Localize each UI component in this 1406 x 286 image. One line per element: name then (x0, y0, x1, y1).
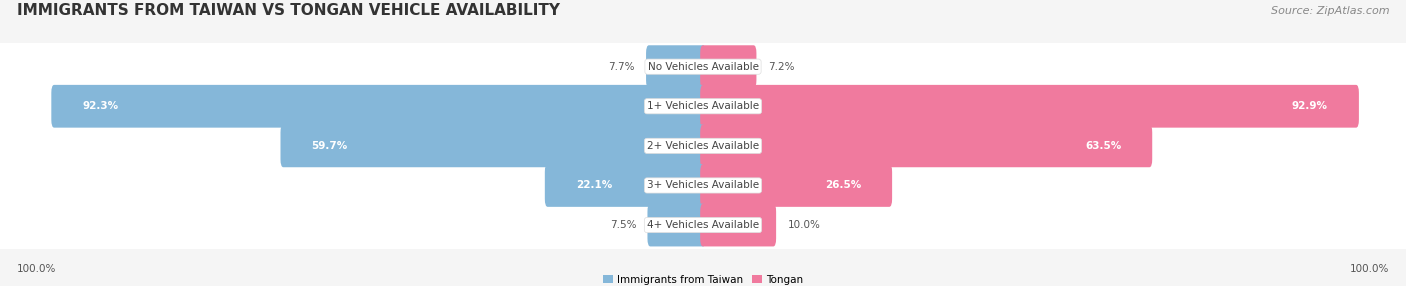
Text: IMMIGRANTS FROM TAIWAN VS TONGAN VEHICLE AVAILABILITY: IMMIGRANTS FROM TAIWAN VS TONGAN VEHICLE… (17, 3, 560, 18)
FancyBboxPatch shape (700, 124, 1152, 167)
Text: No Vehicles Available: No Vehicles Available (648, 62, 758, 72)
FancyBboxPatch shape (0, 56, 1406, 156)
Text: 4+ Vehicles Available: 4+ Vehicles Available (647, 220, 759, 230)
Text: 63.5%: 63.5% (1085, 141, 1122, 151)
Text: 26.5%: 26.5% (825, 180, 860, 190)
FancyBboxPatch shape (546, 164, 706, 207)
Text: 100.0%: 100.0% (17, 264, 56, 274)
FancyBboxPatch shape (700, 204, 776, 247)
Text: 59.7%: 59.7% (312, 141, 347, 151)
Text: 92.3%: 92.3% (83, 101, 118, 111)
Text: 22.1%: 22.1% (576, 180, 612, 190)
Text: 2+ Vehicles Available: 2+ Vehicles Available (647, 141, 759, 151)
Legend: Immigrants from Taiwan, Tongan: Immigrants from Taiwan, Tongan (603, 275, 803, 285)
FancyBboxPatch shape (52, 85, 706, 128)
Text: 1+ Vehicles Available: 1+ Vehicles Available (647, 101, 759, 111)
Text: 7.2%: 7.2% (768, 62, 794, 72)
Text: 7.5%: 7.5% (610, 220, 637, 230)
Text: 7.7%: 7.7% (609, 62, 636, 72)
Text: 3+ Vehicles Available: 3+ Vehicles Available (647, 180, 759, 190)
FancyBboxPatch shape (700, 85, 1360, 128)
Text: 10.0%: 10.0% (787, 220, 820, 230)
FancyBboxPatch shape (700, 164, 893, 207)
FancyBboxPatch shape (0, 175, 1406, 275)
Text: 92.9%: 92.9% (1292, 101, 1329, 111)
FancyBboxPatch shape (0, 96, 1406, 196)
FancyBboxPatch shape (281, 124, 706, 167)
FancyBboxPatch shape (647, 204, 706, 247)
FancyBboxPatch shape (647, 45, 706, 88)
FancyBboxPatch shape (700, 45, 756, 88)
FancyBboxPatch shape (0, 136, 1406, 235)
FancyBboxPatch shape (0, 17, 1406, 117)
Text: Source: ZipAtlas.com: Source: ZipAtlas.com (1271, 6, 1389, 16)
Text: 100.0%: 100.0% (1350, 264, 1389, 274)
